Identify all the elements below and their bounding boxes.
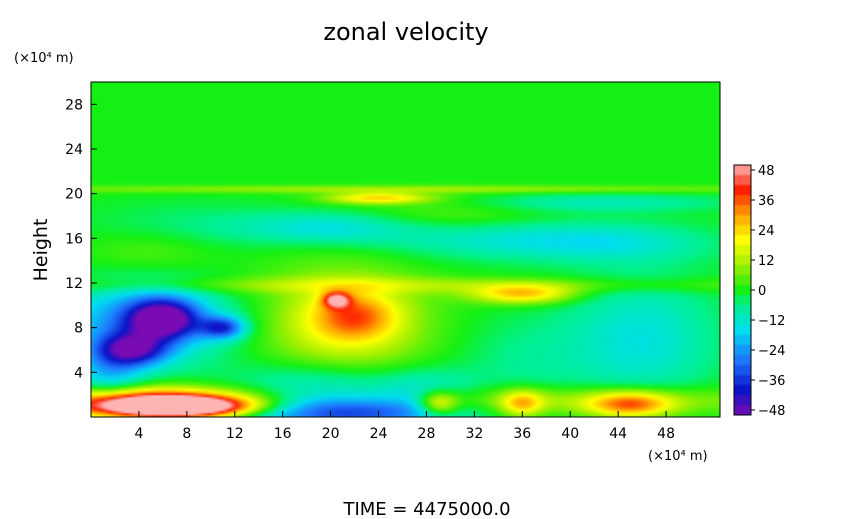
- y-tick-label: 8: [74, 321, 83, 337]
- x-tick-label: 44: [609, 426, 627, 442]
- colorbar-tick-label: 12: [758, 254, 775, 269]
- x-tick-label: 40: [561, 426, 579, 442]
- plot-frame: [90, 81, 721, 418]
- x-tick-label: 4: [134, 426, 143, 442]
- time-label: TIME = 4475000.0: [342, 499, 510, 519]
- y-tick-label: 12: [65, 276, 83, 292]
- x-tick-label: 36: [513, 426, 531, 442]
- colorbar-tick-label: 24: [758, 224, 775, 239]
- y-tick-label: 16: [65, 231, 83, 247]
- colorbar-tick-label: 48: [758, 164, 775, 179]
- colorbar-tick-label: −12: [758, 314, 785, 329]
- colorbar-tick-label: 0: [758, 284, 766, 299]
- y-tick-label: 20: [65, 187, 83, 203]
- x-axis: 4 8 12 16 20 24 28 32 36 40 44 48: [134, 411, 675, 442]
- y-tick-label: 4: [74, 365, 83, 381]
- colorbar-tick-label: −24: [758, 344, 785, 359]
- colorbar-tick-label: −36: [758, 374, 785, 389]
- x-tick-label: 12: [226, 426, 244, 442]
- y-tick-label: 28: [65, 97, 83, 113]
- y-tick-label: 24: [65, 142, 83, 158]
- heatmap-field: [91, 82, 720, 417]
- x-axis-unit: (×10⁴ m): [648, 449, 708, 464]
- y-axis-unit: (×10⁴ m): [14, 51, 74, 66]
- chart-title: zonal velocity: [323, 18, 488, 46]
- x-tick-label: 16: [274, 426, 292, 442]
- x-tick-label: 24: [370, 426, 388, 442]
- y-axis-label: Height: [30, 219, 52, 282]
- plot-area: [90, 81, 721, 418]
- colorbar-tick-label: 36: [758, 194, 775, 209]
- x-tick-label: 20: [322, 426, 340, 442]
- colorbar-tick-label: −48: [758, 404, 785, 419]
- colorbar: 48 36 24 12 0 −12 −24 −36 −48: [733, 164, 785, 419]
- x-tick-label: 48: [657, 426, 675, 442]
- x-tick-label: 32: [465, 426, 483, 442]
- x-tick-label: 28: [418, 426, 436, 442]
- x-tick-label: 8: [182, 426, 191, 442]
- y-axis: 4 8 12 16 20 24 28: [65, 97, 97, 381]
- colorbar-gradient: [734, 165, 751, 415]
